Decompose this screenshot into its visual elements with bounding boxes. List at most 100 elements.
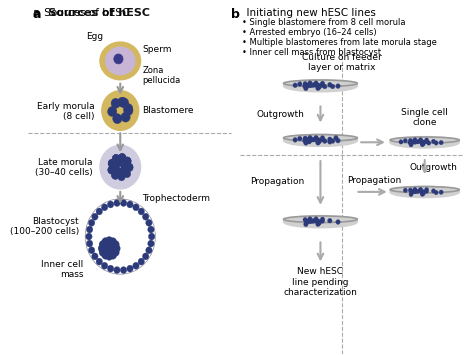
Circle shape	[303, 217, 307, 222]
Circle shape	[146, 219, 152, 226]
Circle shape	[420, 142, 425, 146]
Circle shape	[316, 222, 320, 226]
Circle shape	[126, 164, 133, 171]
Circle shape	[121, 163, 128, 170]
Circle shape	[317, 220, 321, 225]
Text: • Arrested embryo (16–24 cells): • Arrested embryo (16–24 cells)	[242, 28, 377, 37]
Circle shape	[336, 220, 340, 224]
Circle shape	[434, 141, 438, 145]
Circle shape	[124, 157, 131, 165]
Circle shape	[124, 105, 133, 115]
Circle shape	[314, 137, 319, 142]
Circle shape	[303, 82, 307, 86]
Text: Late morula: Late morula	[38, 158, 92, 166]
Circle shape	[308, 83, 313, 88]
Circle shape	[99, 240, 107, 248]
Circle shape	[316, 141, 320, 145]
Circle shape	[96, 208, 102, 215]
Circle shape	[421, 190, 426, 194]
Circle shape	[107, 201, 114, 208]
Circle shape	[120, 200, 127, 207]
Text: Inner cell: Inner cell	[41, 260, 83, 269]
Text: Single cell
clone: Single cell clone	[401, 108, 448, 127]
Circle shape	[133, 204, 139, 211]
Circle shape	[121, 112, 130, 122]
Circle shape	[103, 245, 109, 252]
Circle shape	[111, 171, 119, 179]
Circle shape	[328, 140, 332, 144]
Text: Blastomere: Blastomere	[142, 106, 194, 115]
Circle shape	[316, 220, 320, 225]
Circle shape	[302, 84, 307, 88]
Ellipse shape	[283, 216, 357, 228]
Ellipse shape	[100, 42, 141, 80]
Circle shape	[316, 86, 320, 91]
Text: (30–40 cells): (30–40 cells)	[35, 168, 92, 176]
Circle shape	[320, 83, 325, 87]
Circle shape	[148, 226, 154, 233]
Ellipse shape	[283, 80, 357, 92]
Circle shape	[439, 190, 443, 195]
Circle shape	[336, 138, 340, 143]
Circle shape	[336, 84, 340, 88]
Text: Initiating new hESC lines: Initiating new hESC lines	[240, 8, 376, 18]
Circle shape	[334, 136, 338, 140]
Circle shape	[314, 81, 318, 86]
Circle shape	[314, 83, 319, 87]
Circle shape	[314, 135, 318, 140]
Circle shape	[121, 164, 128, 170]
Circle shape	[108, 166, 115, 174]
Circle shape	[416, 189, 420, 193]
Circle shape	[420, 142, 424, 147]
Circle shape	[112, 154, 120, 162]
Ellipse shape	[390, 137, 459, 148]
Circle shape	[124, 104, 133, 114]
Circle shape	[311, 137, 316, 142]
Circle shape	[316, 84, 320, 88]
Circle shape	[106, 248, 112, 255]
Circle shape	[142, 253, 149, 260]
Circle shape	[118, 173, 125, 181]
Circle shape	[86, 233, 92, 240]
Circle shape	[320, 217, 325, 222]
Circle shape	[115, 160, 121, 167]
Circle shape	[146, 247, 152, 254]
Text: Trophectoderm: Trophectoderm	[142, 194, 210, 203]
Circle shape	[298, 82, 302, 87]
Ellipse shape	[114, 54, 123, 64]
Circle shape	[416, 140, 420, 144]
Text: mass: mass	[60, 270, 83, 279]
Text: Early morula: Early morula	[37, 102, 94, 111]
Circle shape	[421, 141, 426, 146]
Circle shape	[409, 142, 413, 147]
Circle shape	[316, 138, 320, 143]
Circle shape	[328, 82, 332, 87]
Circle shape	[112, 154, 119, 163]
Circle shape	[410, 190, 414, 195]
Circle shape	[308, 219, 313, 224]
Circle shape	[403, 188, 408, 192]
Circle shape	[317, 83, 321, 88]
Circle shape	[293, 137, 297, 142]
Circle shape	[320, 219, 325, 223]
Circle shape	[102, 237, 109, 246]
Circle shape	[114, 267, 120, 274]
Circle shape	[119, 98, 128, 108]
Circle shape	[91, 213, 98, 220]
Circle shape	[109, 251, 117, 259]
Circle shape	[434, 190, 438, 195]
Circle shape	[113, 164, 119, 171]
Circle shape	[303, 137, 308, 141]
Circle shape	[305, 138, 309, 143]
Circle shape	[118, 153, 126, 162]
Circle shape	[316, 84, 320, 89]
Circle shape	[425, 138, 428, 142]
Circle shape	[112, 171, 119, 179]
Circle shape	[314, 219, 319, 223]
Circle shape	[118, 97, 127, 107]
Circle shape	[116, 168, 122, 175]
Text: Blastocyst: Blastocyst	[32, 217, 79, 226]
Circle shape	[413, 187, 417, 192]
Circle shape	[413, 138, 417, 142]
Circle shape	[119, 160, 126, 167]
